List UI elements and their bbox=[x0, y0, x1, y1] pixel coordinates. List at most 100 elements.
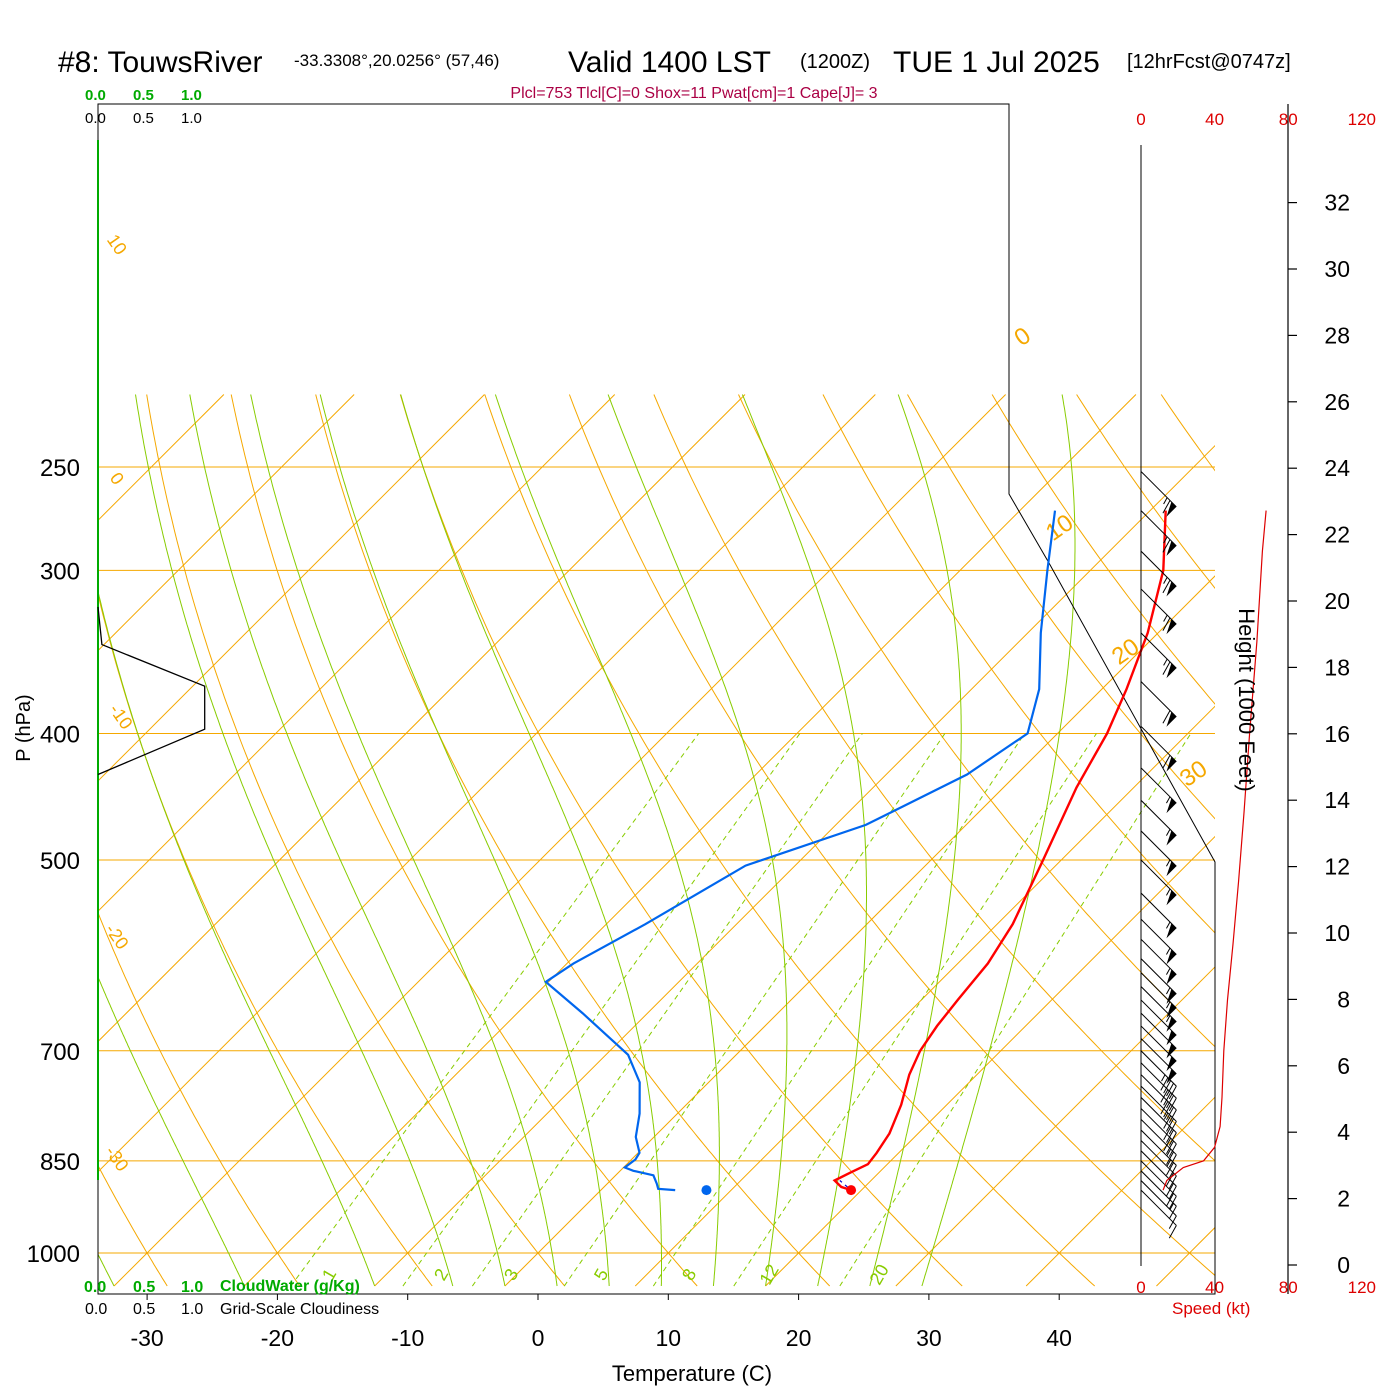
wind-barb-staff bbox=[1140, 799, 1177, 836]
wind-barb-staff bbox=[1140, 588, 1177, 625]
height-tick-label: 2 bbox=[1337, 1186, 1350, 1212]
height-tick-label: 24 bbox=[1324, 455, 1350, 481]
wind-barb-staff bbox=[1140, 958, 1177, 995]
height-tick-label: 16 bbox=[1324, 721, 1350, 747]
wind-barb-staff bbox=[1140, 1129, 1177, 1166]
wind-barb-pennant bbox=[1166, 923, 1177, 939]
cloud-water-top-tick-0: 0.0 bbox=[85, 87, 106, 104]
isotherm-0 bbox=[504, 575, 1215, 1287]
wind-barb-flag bbox=[1168, 1132, 1177, 1146]
height-tick-label: 14 bbox=[1324, 787, 1350, 813]
cloudiness-line bbox=[97, 606, 206, 776]
wind-barb-half-flag bbox=[1163, 536, 1168, 544]
x-axis-label: Temperature (C) bbox=[612, 1361, 772, 1386]
wind-barbs bbox=[1140, 471, 1177, 1239]
wind-barb-staff bbox=[1140, 1150, 1177, 1187]
cloud-water-top-tick-1: 0.5 bbox=[133, 87, 154, 104]
moist-adiabat-24 bbox=[741, 394, 867, 1287]
mixing-ratio-lines bbox=[290, 733, 1192, 1287]
cloudiness-bottom-tick-2: 1.0 bbox=[181, 1301, 203, 1318]
wind-barb-staff bbox=[1140, 681, 1177, 718]
wind-barb-pennant bbox=[1166, 581, 1177, 597]
height-tick-label: 18 bbox=[1324, 654, 1350, 680]
adiabat-label-left: 10 bbox=[103, 231, 131, 259]
dry-adiabat-90 bbox=[907, 394, 1215, 820]
mixing-ratio-label: 3 bbox=[500, 1265, 522, 1284]
wind-barb-pennant bbox=[1166, 830, 1177, 846]
dry-adiabat-10 bbox=[230, 394, 698, 1287]
adiabat-label-right: 0 bbox=[1009, 322, 1035, 352]
wind-barb-half-flag bbox=[1166, 1159, 1172, 1167]
temperature-tick-label: 40 bbox=[1046, 1325, 1072, 1351]
isotherm-50 bbox=[1156, 1226, 1215, 1287]
pressure-tick-label: 300 bbox=[40, 558, 80, 585]
temperature-tick-label: -20 bbox=[261, 1325, 294, 1351]
height-tick-label: 32 bbox=[1324, 190, 1350, 216]
dry-adiabat-110 bbox=[1076, 394, 1215, 589]
wind-speed-tick-top: 0 bbox=[1136, 110, 1145, 129]
wind-barb-flag bbox=[1163, 1137, 1172, 1152]
temperature-tick-label: -10 bbox=[391, 1325, 424, 1351]
wind-barb-staff bbox=[1140, 892, 1177, 929]
wind-barb-flag bbox=[1166, 1106, 1174, 1121]
surface-temperature-dot bbox=[846, 1185, 857, 1196]
wind-barb-pennant bbox=[1166, 756, 1177, 772]
dry-adiabat--20 bbox=[98, 911, 301, 1287]
wind-barb-half-flag bbox=[1163, 614, 1168, 622]
wind-speed-tick-bottom: 0 bbox=[1136, 1278, 1145, 1297]
mixing-ratio-label: 8 bbox=[678, 1265, 700, 1284]
wind-speed-label: Speed (kt) bbox=[1172, 1299, 1250, 1318]
wind-barb-flag bbox=[1162, 579, 1171, 594]
wind-barb-pennant bbox=[1166, 1016, 1177, 1032]
wind-barb-pennant bbox=[1166, 540, 1177, 556]
wind-barb-staff bbox=[1140, 918, 1177, 955]
moist-adiabat-32 bbox=[921, 394, 1076, 1287]
cloudiness-top-tick-1: 0.5 bbox=[133, 110, 154, 127]
wind-barb-flag bbox=[1166, 1140, 1174, 1154]
stability-indices: Plcl=753 Tlcl[C]=0 Shox=11 Pwat[cm]=1 Ca… bbox=[510, 85, 877, 102]
wind-barb-flag bbox=[1162, 710, 1171, 724]
wind-barb-staff bbox=[1140, 1118, 1177, 1156]
dry-adiabat-50 bbox=[568, 394, 1215, 1277]
temperature-tick-label: 0 bbox=[532, 1325, 545, 1351]
wind-barb-flag bbox=[1168, 1195, 1177, 1210]
adiabat-label-right: 20 bbox=[1107, 633, 1144, 670]
wind-barb-flag bbox=[1166, 1151, 1174, 1165]
wind-barb-half-flag bbox=[1163, 577, 1168, 584]
temperature-line bbox=[832, 510, 1167, 1192]
wind-barb-half-flag bbox=[1163, 1112, 1169, 1120]
pressure-tick-label: 400 bbox=[40, 721, 80, 748]
wind-barb-staff bbox=[1140, 972, 1177, 1009]
moist-adiabat-4 bbox=[250, 394, 558, 1287]
height-tick-label: 20 bbox=[1324, 588, 1350, 614]
wind-barb-half-flag bbox=[1166, 1148, 1172, 1156]
wind-barb-pennant bbox=[1166, 1003, 1177, 1018]
wind-barb-flag bbox=[1166, 1095, 1174, 1109]
mixing-ratio-label: 2 bbox=[430, 1265, 452, 1284]
height-tick-label: 6 bbox=[1337, 1053, 1350, 1079]
wind-barb-staff bbox=[1140, 510, 1177, 547]
surface-dewpoint-dot bbox=[701, 1185, 712, 1196]
moist-adiabat-20 bbox=[607, 394, 788, 1287]
wind-barb-staff bbox=[1140, 859, 1177, 896]
wind-barb-half-flag bbox=[1161, 1074, 1166, 1082]
height-tick-label: 22 bbox=[1324, 522, 1350, 548]
dry-adiabat-20 bbox=[315, 394, 831, 1287]
dry-adiabat-30 bbox=[399, 394, 963, 1287]
cloud-water-bottom-tick-0: 0.0 bbox=[84, 1279, 106, 1296]
wind-barb-pennant bbox=[1166, 949, 1177, 965]
isotherm--50 bbox=[98, 394, 746, 1043]
wind-barb-flag bbox=[1168, 1154, 1177, 1168]
wind-barb-flag bbox=[1163, 1104, 1172, 1118]
zulu-time: (1200Z) bbox=[800, 51, 870, 73]
wind-barb-half-flag bbox=[1166, 1015, 1171, 1023]
moist-adiabat--4 bbox=[135, 394, 454, 1287]
temperature-axis: -30 -20 -10 0 10 20 30 40 bbox=[130, 1294, 1072, 1351]
wind-barb-flag bbox=[1162, 661, 1171, 675]
wind-barb-flag bbox=[1168, 1225, 1177, 1239]
cloud-water-bottom-tick-1: 0.5 bbox=[133, 1279, 155, 1296]
wind-barb-pennant bbox=[1166, 861, 1177, 877]
dry-adiabat-120 bbox=[1160, 394, 1215, 472]
